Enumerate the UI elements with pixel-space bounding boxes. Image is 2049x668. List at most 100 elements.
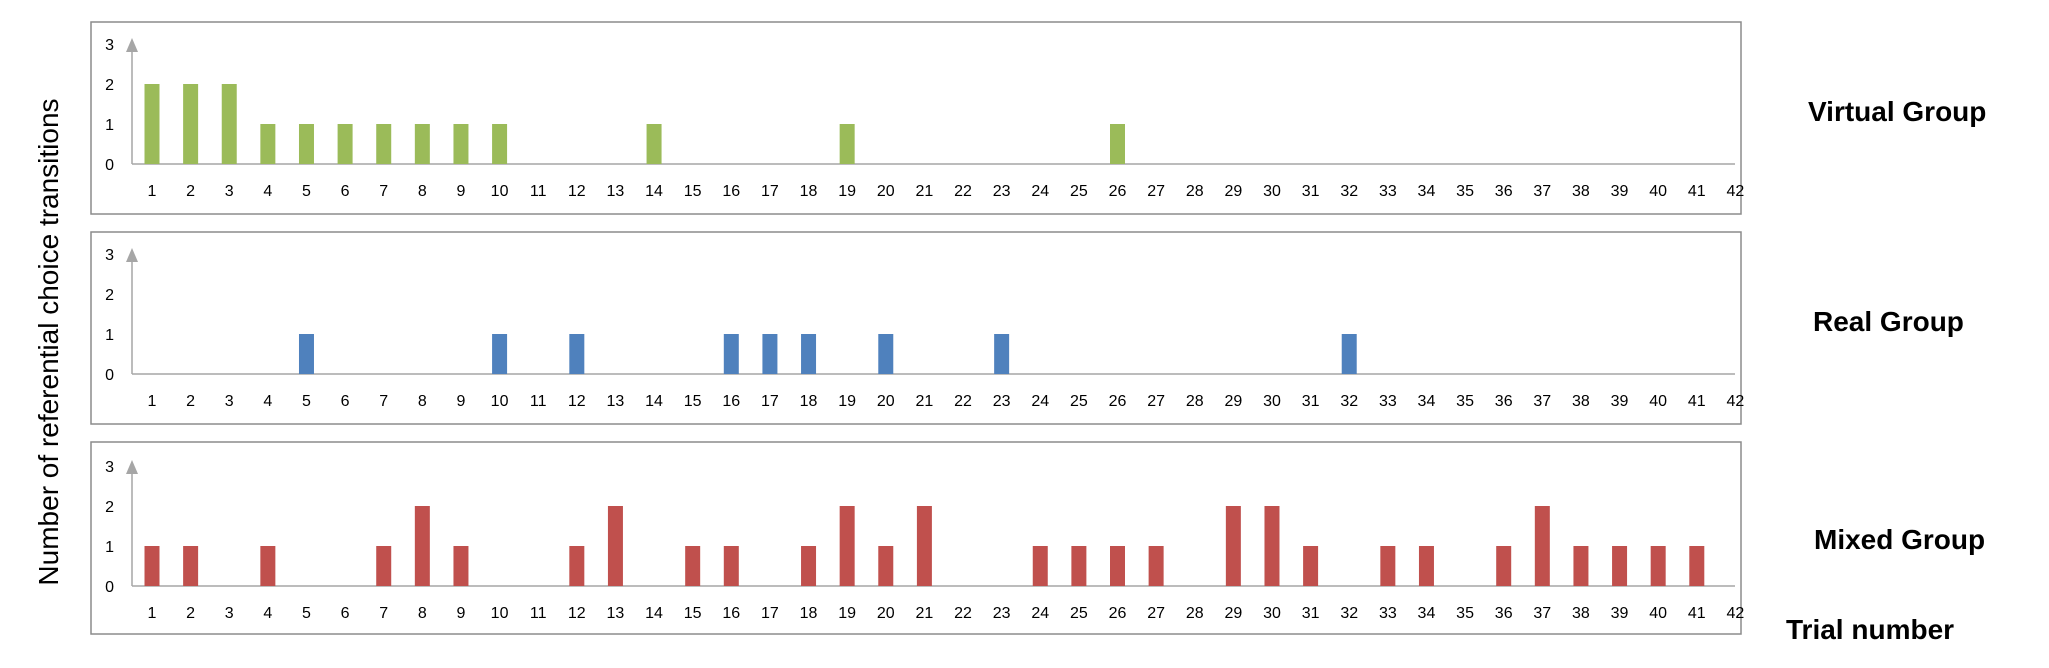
real-group-label: Real Group: [1813, 306, 1964, 337]
mixed-group-bar-18: [801, 546, 817, 586]
virtual-group-x-tick-label: 9: [457, 183, 466, 200]
virtual-group-y-tick-label: 2: [105, 77, 114, 94]
virtual-group-x-tick-label: 18: [800, 183, 818, 200]
virtual-group-panel-frame: [90, 21, 1742, 215]
mixed-group-x-tick-label: 25: [1070, 605, 1088, 622]
mixed-group-bar-13: [607, 506, 623, 586]
virtual-group-x-tick-label: 35: [1456, 183, 1474, 200]
virtual-group-bar-6: [337, 124, 353, 164]
virtual-group-x-tick-label: 27: [1147, 183, 1165, 200]
real-group-x-tick-label: 14: [645, 393, 663, 410]
real-group-x-tick-label: 36: [1495, 393, 1513, 410]
virtual-group-x-tick-label: 21: [916, 183, 934, 200]
mixed-group-x-tick-label: 12: [568, 605, 586, 622]
real-group-x-tick-label: 35: [1456, 393, 1474, 410]
real-group-x-tick-label: 18: [800, 393, 818, 410]
real-group-y-tick-label: 1: [105, 327, 114, 344]
virtual-group-x-tick-label: 14: [645, 183, 663, 200]
mixed-group-x-tick-label: 41: [1688, 605, 1706, 622]
real-group-y-axis-arrow: [126, 248, 138, 262]
real-group-x-tick-label: 13: [607, 393, 625, 410]
mixed-group-x-tick-label: 1: [148, 605, 157, 622]
real-group-x-tick-label: 4: [263, 393, 272, 410]
mixed-group-x-tick-label: 38: [1572, 605, 1590, 622]
virtual-group-x-tick-label: 2: [186, 183, 195, 200]
mixed-group-y-tick-label: 3: [105, 459, 114, 476]
virtual-group-bar-7: [376, 124, 392, 164]
virtual-group-y-tick-label: 3: [105, 37, 114, 54]
virtual-group-x-tick-label: 41: [1688, 183, 1706, 200]
mixed-group-bar-26: [1110, 546, 1125, 586]
mixed-group-bar-31: [1303, 546, 1319, 586]
real-group-x-tick-label: 15: [684, 393, 702, 410]
real-group-x-tick-label: 38: [1572, 393, 1590, 410]
mixed-group-x-tick-label: 2: [186, 605, 195, 622]
virtual-group-x-tick-label: 4: [263, 183, 272, 200]
mixed-group-x-tick-label: 27: [1147, 605, 1165, 622]
mixed-group-bar-33: [1380, 546, 1396, 586]
mixed-group-x-tick-label: 36: [1495, 605, 1513, 622]
virtual-group-x-tick-label: 42: [1727, 183, 1745, 200]
mixed-group-x-tick-label: 24: [1031, 605, 1049, 622]
real-group-y-tick-label: 3: [105, 247, 114, 264]
real-group-x-tick-label: 37: [1533, 393, 1551, 410]
mixed-group-x-tick-label: 30: [1263, 605, 1281, 622]
virtual-group-x-tick-label: 23: [993, 183, 1011, 200]
real-group-bar-10: [492, 334, 508, 374]
real-group-x-tick-label: 6: [341, 393, 350, 410]
mixed-group-x-tick-label: 29: [1224, 605, 1242, 622]
virtual-group-x-tick-label: 36: [1495, 183, 1513, 200]
virtual-group-bar-14: [646, 124, 662, 164]
real-group-y-tick-label: 0: [105, 367, 114, 384]
real-group-x-tick-label: 40: [1649, 393, 1667, 410]
mixed-group-x-tick-label: 23: [993, 605, 1011, 622]
virtual-group-x-tick-label: 6: [341, 183, 350, 200]
real-group-panel-frame: [90, 231, 1742, 425]
mixed-group-bar-36: [1496, 546, 1512, 586]
mixed-group-x-tick-label: 3: [225, 605, 234, 622]
mixed-group-x-tick-label: 16: [722, 605, 740, 622]
mixed-group-x-tick-label: 7: [379, 605, 388, 622]
virtual-group-bar-26: [1110, 124, 1125, 164]
real-group-x-tick-label: 34: [1418, 393, 1436, 410]
mixed-group-x-tick-label: 4: [263, 605, 272, 622]
real-group-x-tick-label: 2: [186, 393, 195, 410]
mixed-group-y-axis-arrow: [126, 460, 138, 474]
mixed-group-x-tick-label: 18: [800, 605, 818, 622]
virtual-group-x-tick-label: 10: [491, 183, 509, 200]
virtual-group-bar-10: [492, 124, 508, 164]
real-group-x-tick-label: 30: [1263, 393, 1281, 410]
real-group-x-tick-label: 21: [916, 393, 934, 410]
mixed-group-x-tick-label: 37: [1533, 605, 1551, 622]
virtual-group-x-tick-label: 15: [684, 183, 702, 200]
mixed-group-x-tick-label: 33: [1379, 605, 1397, 622]
real-group-bar-20: [878, 334, 894, 374]
virtual-group-y-tick-label: 0: [105, 157, 114, 174]
virtual-group-x-tick-label: 8: [418, 183, 427, 200]
virtual-group-x-tick-label: 31: [1302, 183, 1320, 200]
real-group-x-tick-label: 26: [1109, 393, 1127, 410]
mixed-group-x-tick-label: 34: [1418, 605, 1436, 622]
real-group-x-tick-label: 22: [954, 393, 972, 410]
real-group-x-tick-label: 29: [1224, 393, 1242, 410]
mixed-group-bar-9: [453, 546, 469, 586]
mixed-group-x-tick-label: 14: [645, 605, 663, 622]
x-axis-label: Trial number: [1786, 614, 1955, 645]
real-group-x-tick-label: 27: [1147, 393, 1165, 410]
mixed-group-bar-25: [1071, 546, 1087, 586]
real-group-x-tick-label: 20: [877, 393, 895, 410]
real-group-x-tick-label: 9: [457, 393, 466, 410]
virtual-group-bar-2: [183, 84, 199, 164]
mixed-group-y-tick-label: 2: [105, 499, 114, 516]
virtual-group-x-tick-label: 29: [1224, 183, 1242, 200]
virtual-group-y-tick-label: 1: [105, 117, 114, 134]
real-group-bar-17: [762, 334, 778, 374]
mixed-group-x-tick-label: 20: [877, 605, 895, 622]
virtual-group-x-tick-label: 1: [148, 183, 157, 200]
mixed-group-bar-12: [569, 546, 585, 586]
virtual-group-x-tick-label: 12: [568, 183, 586, 200]
real-group-x-tick-label: 16: [722, 393, 740, 410]
mixed-group-x-tick-label: 9: [457, 605, 466, 622]
real-group-bar-12: [569, 334, 585, 374]
mixed-group-bar-8: [414, 506, 430, 586]
